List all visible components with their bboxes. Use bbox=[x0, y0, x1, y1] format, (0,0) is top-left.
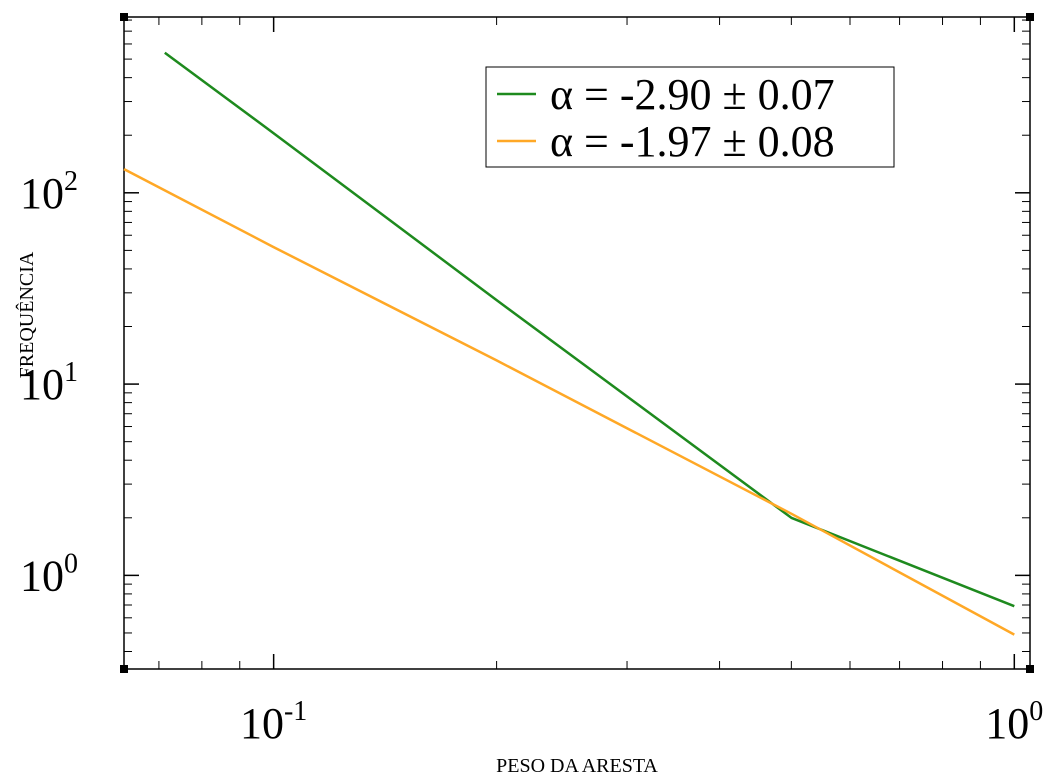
legend-label-2: α = -1.97 ± 0.08 bbox=[550, 117, 835, 166]
major-ticks bbox=[124, 17, 1030, 669]
y-axis-label: FREQUÊNCIA bbox=[15, 251, 38, 378]
corner-markers bbox=[120, 13, 1034, 673]
corner-marker-2 bbox=[1026, 13, 1034, 21]
legend-box bbox=[485, 66, 895, 168]
series-lines bbox=[123, 51, 1015, 636]
plot-frame bbox=[123, 16, 1031, 670]
legend: α = -2.90 ± 0.07 α = -1.97 ± 0.08 bbox=[485, 66, 895, 168]
legend-label-1: α = -2.90 ± 0.07 bbox=[550, 70, 835, 119]
corner-marker-1 bbox=[120, 13, 128, 21]
corner-marker-4 bbox=[1026, 665, 1034, 673]
y-tick-label-1: 100 bbox=[20, 548, 78, 600]
x-tick-label-2: 100 bbox=[985, 696, 1043, 748]
y-tick-label-3: 102 bbox=[20, 166, 78, 218]
series-line-2 bbox=[123, 167, 1015, 636]
minor-ticks bbox=[124, 17, 1030, 669]
series-line-1 bbox=[164, 51, 1015, 608]
x-axis-label: PESO DA ARESTA bbox=[496, 755, 658, 777]
corner-marker-3 bbox=[120, 665, 128, 673]
x-tick-label-1: 10-1 bbox=[240, 696, 307, 748]
